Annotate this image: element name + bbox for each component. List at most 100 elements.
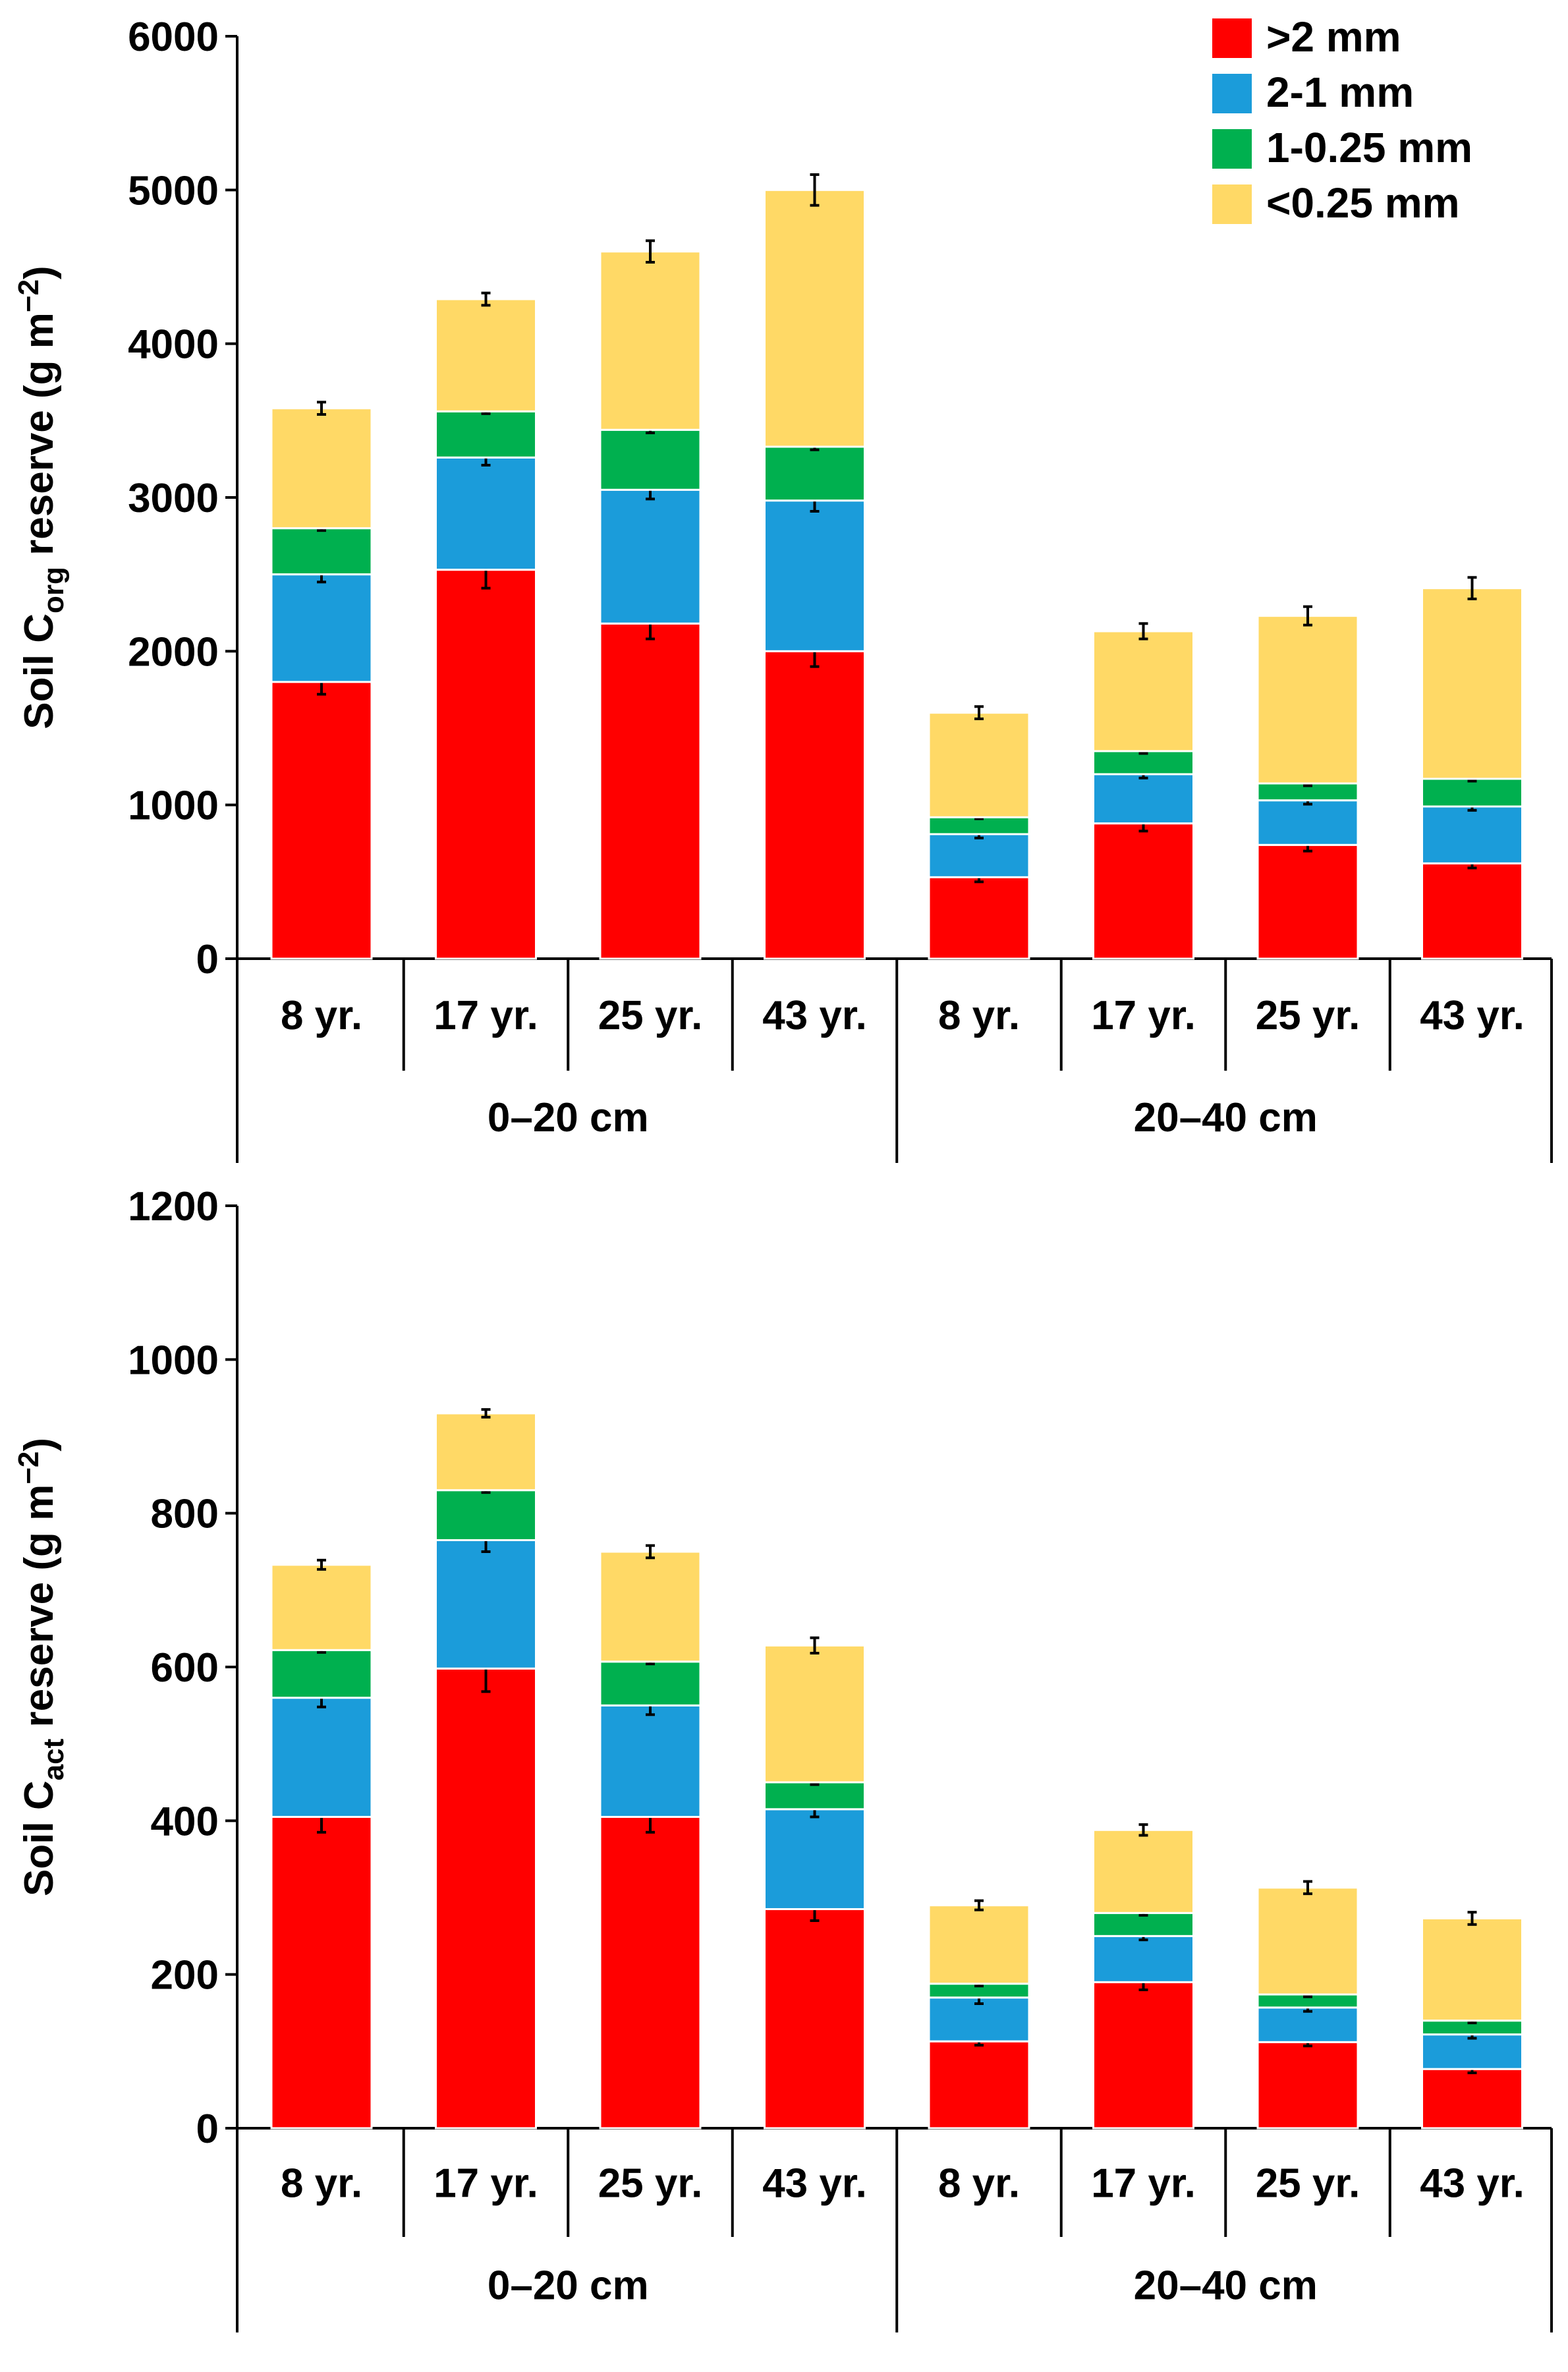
y-tick-label: 4000: [128, 322, 219, 368]
bar-segment: [1092, 630, 1194, 752]
bar-segment: [1092, 773, 1194, 825]
bar-segment: [1092, 750, 1194, 776]
group-label: 0–20 cm: [488, 2263, 649, 2309]
bar-stack: [1092, 1823, 1194, 2130]
error-bar: [317, 1558, 326, 1571]
legend-item: 2-1 mm: [1212, 69, 1414, 116]
y-axis-title: Soil Cact reserve (g m−2): [13, 1438, 70, 1896]
category-label: 17 yr.: [434, 2161, 538, 2207]
bar-segment: [270, 527, 373, 576]
legend-swatch: [1212, 129, 1252, 169]
bar-segment: [1421, 805, 1523, 864]
category-label: 17 yr.: [1091, 2161, 1196, 2207]
bar-segment: [1256, 1886, 1359, 1996]
bar-segment: [599, 428, 702, 491]
bar-stack: [928, 705, 1030, 960]
category-label: 25 yr.: [1256, 2161, 1360, 2207]
bar-segment: [1421, 777, 1523, 808]
error-bar: [810, 173, 820, 207]
legend: >2 mm 2-1 mm 1-0.25 mm <0.25 mm: [1212, 13, 1472, 227]
bar-stack: [270, 401, 373, 960]
y-tick-label: 400: [151, 1799, 219, 1844]
legend-label: 1-0.25 mm: [1266, 124, 1472, 171]
bar-segment: [599, 250, 702, 431]
y-tick-label: 200: [151, 1953, 219, 1998]
bar-segment: [928, 816, 1030, 835]
bar-stack: [1256, 605, 1359, 960]
bar-segment: [1421, 2033, 1523, 2070]
error-bar: [974, 705, 984, 720]
y-tick-label: 1000: [128, 783, 219, 829]
y-tick-label: 6000: [128, 14, 219, 60]
bar-segment: [599, 1704, 702, 1818]
bar-segment: [764, 445, 866, 502]
group-label: 20–40 cm: [1134, 1095, 1318, 1141]
bar-stack: [1092, 622, 1194, 960]
y-tick-label: 0: [196, 937, 219, 982]
bar-segment: [1092, 1934, 1194, 1983]
error-bar: [1138, 622, 1148, 640]
category-label: 8 yr.: [938, 993, 1020, 1038]
error-bar: [1303, 1880, 1312, 1896]
category-label: 17 yr.: [1091, 993, 1196, 1038]
legend-item: 1-0.25 mm: [1212, 124, 1472, 171]
bar-segment: [1421, 2068, 1523, 2130]
category-label: 43 yr.: [1420, 2161, 1525, 2207]
category-label: 25 yr.: [1256, 993, 1360, 1038]
category-label: 25 yr.: [598, 993, 703, 1038]
error-bar: [481, 291, 491, 307]
category-axis: 8 yr. 17 yr. 25 yr. 43 yr. 8 yr. 17 yr. 25 yr.…: [236, 959, 1553, 1163]
bar-segment: [928, 876, 1030, 960]
bar-segment: [599, 1816, 702, 2130]
bar-stack: [1421, 1911, 1523, 2130]
bar-segment: [928, 833, 1030, 878]
bar-segment: [764, 499, 866, 652]
legend-label: 2-1 mm: [1266, 69, 1414, 116]
legend-item: <0.25 mm: [1212, 179, 1460, 227]
bar-segment: [435, 298, 537, 412]
bar-stack: [270, 1558, 373, 2130]
bar-segment: [599, 1550, 702, 1663]
bar-segment: [270, 407, 373, 530]
bar-segment: [1256, 843, 1359, 960]
bar-segment: [764, 1808, 866, 1910]
bar-segment: [1092, 1911, 1194, 1937]
bar-segment: [599, 1660, 702, 1707]
chart-panel-soil-c-org: 0 1000 2000 3000 4000 5000 6000 Soil Corg reser…: [13, 14, 1553, 1163]
error-bar: [646, 239, 655, 264]
bar-segment: [928, 1904, 1030, 1985]
bar-stack: [599, 1544, 702, 2130]
legend-swatch: [1212, 18, 1252, 58]
error-bar: [317, 401, 326, 416]
bar-stack: [764, 173, 866, 960]
bar-segment: [270, 1816, 373, 2130]
bar-segment: [270, 1564, 373, 1651]
bar-stack: [928, 1899, 1030, 2130]
bar-segment: [1092, 1981, 1194, 2130]
bar-segment: [270, 573, 373, 683]
bar-segment: [435, 1539, 537, 1670]
bar-segment: [435, 569, 537, 960]
category-label: 43 yr.: [762, 993, 867, 1038]
chart-panel-soil-c-act: 0 200 400 600 800 1000 1200 Soil Cact reserve (…: [13, 1184, 1553, 2332]
y-tick-label: 2000: [128, 629, 219, 675]
category-axis: 8 yr. 17 yr. 25 yr. 43 yr. 8 yr. 17 yr. 25 yr.…: [236, 2128, 1553, 2332]
y-tick-label: 5000: [128, 168, 219, 213]
error-bar: [974, 1899, 984, 1911]
legend-label: <0.25 mm: [1266, 179, 1460, 227]
bar-segment: [435, 410, 537, 459]
bar-segment: [435, 1489, 537, 1542]
bar-segment: [1256, 2006, 1359, 2043]
error-bar: [646, 1544, 655, 1560]
bar-segment: [764, 1781, 866, 1811]
legend-label: >2 mm: [1266, 13, 1401, 61]
bar-segment: [1421, 587, 1523, 780]
category-label: 8 yr.: [281, 2161, 362, 2207]
category-label: 25 yr.: [598, 2161, 703, 2207]
bar-segment: [270, 681, 373, 960]
bar-segment: [764, 188, 866, 448]
legend-item: >2 mm: [1212, 13, 1401, 61]
y-tick-label: 600: [151, 1645, 219, 1691]
legend-swatch: [1212, 74, 1252, 113]
bar-segment: [435, 1667, 537, 2130]
